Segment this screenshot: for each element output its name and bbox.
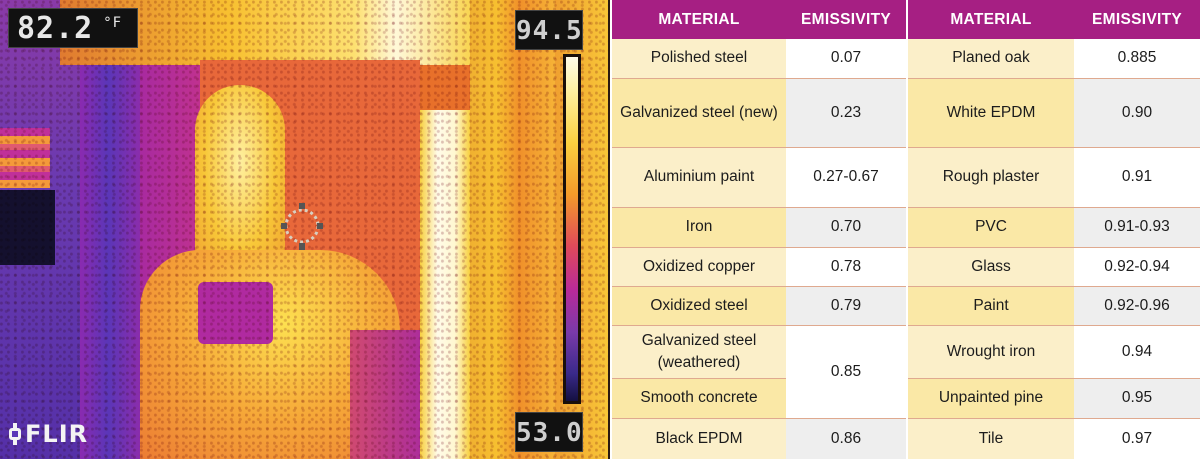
spot-crosshair-icon bbox=[281, 203, 323, 250]
table-row: Paint 0.92-0.96 bbox=[908, 286, 1200, 326]
thermal-region-hot-doorframe bbox=[420, 110, 470, 459]
column-header-emissivity: EMISSIVITY bbox=[1074, 0, 1200, 39]
thermal-image: 82.2 °F 94.5 53.0 FLIR bbox=[0, 0, 610, 459]
table-row: Galvanized steel (weathered) 0.85 bbox=[612, 325, 906, 419]
material-cell: Galvanized steel (weathered) bbox=[612, 325, 786, 379]
table-row: Wrought iron 0.94 bbox=[908, 325, 1200, 379]
spot-temperature-value: 82.2 bbox=[17, 11, 94, 46]
emissivity-cell: 0.885 bbox=[1074, 39, 1200, 79]
table-row: Planed oak 0.885 bbox=[908, 39, 1200, 79]
table-row: White EPDM 0.90 bbox=[908, 78, 1200, 148]
thermal-region-right-door bbox=[470, 0, 560, 459]
emissivity-table-left: MATERIAL EMISSIVITY Polished steel 0.07 … bbox=[612, 0, 906, 459]
table-row: Oxidized copper 0.78 bbox=[612, 247, 906, 287]
table-divider bbox=[906, 0, 908, 459]
material-cell: Oxidized steel bbox=[612, 286, 786, 326]
material-cell: Wrought iron bbox=[908, 325, 1074, 379]
table-row: Polished steel 0.07 bbox=[612, 39, 906, 79]
table-row: Glass 0.92-0.94 bbox=[908, 247, 1200, 287]
scale-min-readout: 53.0 bbox=[515, 412, 583, 452]
table-row: Oxidized steel 0.79 bbox=[612, 286, 906, 326]
emissivity-table-right: MATERIAL EMISSIVITY Planed oak 0.885 Whi… bbox=[908, 0, 1200, 459]
material-cell: Planed oak bbox=[908, 39, 1074, 79]
emissivity-cell: 0.95 bbox=[1074, 378, 1200, 419]
thermal-region-window-stripes bbox=[0, 128, 50, 188]
table-header-row: MATERIAL EMISSIVITY bbox=[612, 0, 906, 39]
emissivity-cell: 0.97 bbox=[1074, 418, 1200, 459]
thermal-region-person-head bbox=[195, 85, 285, 275]
material-cell: Polished steel bbox=[612, 39, 786, 79]
flir-logo: FLIR bbox=[8, 420, 88, 448]
material-cell: Glass bbox=[908, 247, 1074, 287]
flir-brand-text: FLIR bbox=[25, 420, 89, 448]
thermal-region-cool-patch bbox=[198, 282, 273, 344]
emissivity-cell: 0.92-0.96 bbox=[1074, 286, 1200, 326]
material-cell: Rough plaster bbox=[908, 147, 1074, 208]
material-cell: Tile bbox=[908, 418, 1074, 459]
emissivity-cell: 0.91 bbox=[1074, 147, 1200, 208]
emissivity-cell-merged: 0.85 bbox=[786, 325, 906, 419]
scale-max-readout: 94.5 bbox=[515, 10, 583, 50]
emissivity-cell: 0.90 bbox=[1074, 78, 1200, 148]
emissivity-cell: 0.70 bbox=[786, 207, 906, 248]
material-cell: Oxidized copper bbox=[612, 247, 786, 287]
material-cell: Aluminium paint bbox=[612, 147, 786, 208]
table-row: Rough plaster 0.91 bbox=[908, 147, 1200, 208]
column-header-material: MATERIAL bbox=[908, 0, 1074, 39]
column-header-emissivity: EMISSIVITY bbox=[786, 0, 906, 39]
thermal-region-cool-column bbox=[80, 50, 150, 459]
material-cell: White EPDM bbox=[908, 78, 1074, 148]
emissivity-cell: 0.86 bbox=[786, 418, 906, 459]
material-cell: Galvanized steel (new) bbox=[612, 78, 786, 148]
thermal-noise-overlay bbox=[0, 0, 608, 459]
table-row: Galvanized steel (new) 0.23 bbox=[612, 78, 906, 148]
color-scale-bar bbox=[563, 54, 581, 404]
spot-temperature-readout: 82.2 °F bbox=[8, 8, 138, 48]
emissivity-cell: 0.91-0.93 bbox=[1074, 207, 1200, 248]
thermal-region-dark-window bbox=[0, 190, 55, 265]
material-cell: Iron bbox=[612, 207, 786, 248]
emissivity-cell: 0.27-0.67 bbox=[786, 147, 906, 208]
table-row: Unpainted pine 0.95 bbox=[908, 378, 1200, 419]
table-row: Iron 0.70 bbox=[612, 207, 906, 248]
thermal-region-right-shadow bbox=[350, 330, 430, 459]
material-cell: Unpainted pine bbox=[908, 378, 1074, 419]
emissivity-cell: 0.23 bbox=[786, 78, 906, 148]
material-cell: Smooth concrete bbox=[612, 378, 786, 419]
table-header-row: MATERIAL EMISSIVITY bbox=[908, 0, 1200, 39]
temperature-unit: °F bbox=[103, 15, 123, 31]
table-row: Smooth concrete bbox=[612, 378, 906, 419]
table-row: PVC 0.91-0.93 bbox=[908, 207, 1200, 248]
table-row: Aluminium paint 0.27-0.67 bbox=[612, 147, 906, 208]
material-cell: Paint bbox=[908, 286, 1074, 326]
emissivity-cell: 0.92-0.94 bbox=[1074, 247, 1200, 287]
flir-mark-icon bbox=[9, 423, 21, 445]
table-row: Black EPDM 0.86 bbox=[612, 418, 906, 459]
column-header-material: MATERIAL bbox=[612, 0, 786, 39]
emissivity-cell: 0.78 bbox=[786, 247, 906, 287]
emissivity-cell: 0.79 bbox=[786, 286, 906, 326]
emissivity-cell: 0.07 bbox=[786, 39, 906, 79]
table-row: Tile 0.97 bbox=[908, 418, 1200, 459]
material-cell: Black EPDM bbox=[612, 418, 786, 459]
material-cell: PVC bbox=[908, 207, 1074, 248]
emissivity-cell: 0.94 bbox=[1074, 325, 1200, 379]
